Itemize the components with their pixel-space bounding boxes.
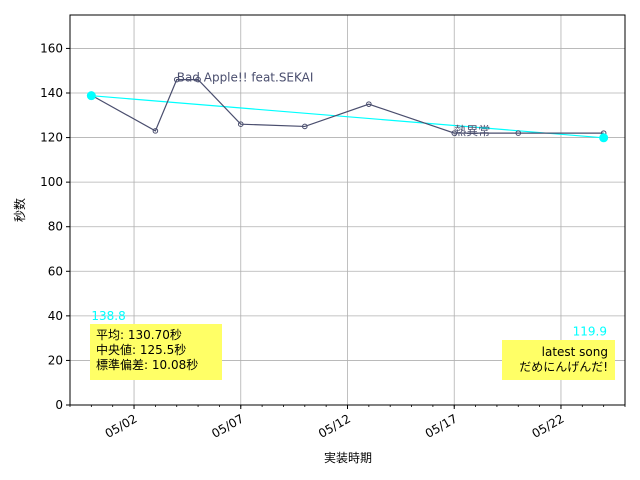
- data-point: [302, 123, 308, 130]
- x-axis-label: 実装時期: [324, 450, 372, 465]
- latest-box-line: latest song: [542, 345, 608, 359]
- point-label: 熱異常: [454, 124, 490, 138]
- data-point: [515, 130, 522, 136]
- y-tick-label: 40: [48, 309, 63, 323]
- trend-start-label: 138.8: [91, 309, 125, 323]
- stats-box-line: 標準偏差: 10.08秒: [96, 357, 198, 372]
- data-point: [173, 76, 180, 83]
- data-point: [237, 121, 244, 127]
- trend-start-point: [86, 91, 96, 101]
- y-tick-label: 80: [48, 220, 63, 234]
- point-label: Bad Apple!! feat.SEKAI: [177, 71, 314, 85]
- y-tick-label: 100: [40, 175, 63, 189]
- y-tick-label: 120: [40, 131, 63, 145]
- stats-box: [90, 324, 222, 380]
- y-tick-label: 140: [40, 86, 63, 100]
- y-axis-label: 秒数: [12, 198, 27, 222]
- data-point: [366, 101, 372, 107]
- data-point: [152, 128, 159, 134]
- series-line: [91, 79, 604, 134]
- data-point: [451, 130, 458, 136]
- annotations: Bad Apple!! feat.SEKAI 熱異常 138.8 119.9 平均: 1…: [90, 71, 615, 380]
- y-tick-label: 20: [48, 353, 63, 367]
- stats-box-line: 中央値: 125.5秒: [96, 342, 186, 357]
- y-tick-label: 160: [40, 41, 63, 55]
- data-point: [195, 76, 201, 83]
- stats-box-line: 平均: 130.70秒: [96, 328, 182, 342]
- y-tick-label: 0: [55, 398, 63, 412]
- trend-end-label: 119.9: [573, 324, 607, 338]
- latest-box: [502, 340, 615, 380]
- latest-box-line: だめにんげんだ!: [519, 360, 608, 374]
- series: [86, 76, 609, 143]
- y-tick-label: 60: [48, 264, 63, 278]
- trend-end-point: [599, 133, 609, 143]
